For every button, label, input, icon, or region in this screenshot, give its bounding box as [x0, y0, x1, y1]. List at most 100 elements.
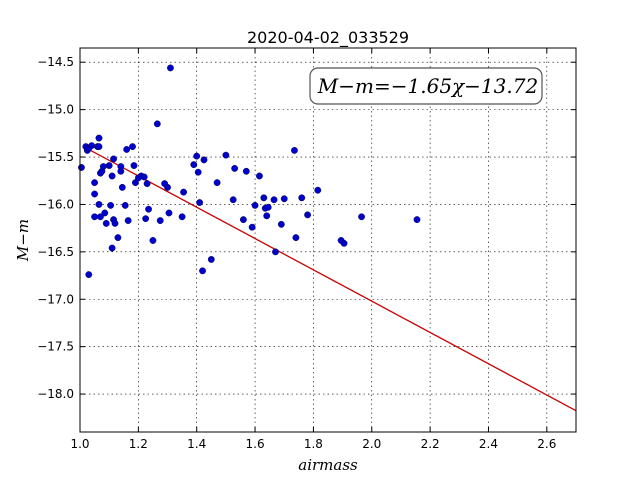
data-point [242, 167, 250, 175]
scatter-points [78, 64, 421, 279]
data-point [153, 120, 161, 128]
data-point [117, 163, 125, 170]
data-point [256, 172, 263, 180]
data-point [110, 155, 117, 163]
data-point [164, 183, 171, 191]
x-tick-label: 2.4 [479, 437, 498, 451]
data-point [314, 186, 322, 194]
x-tick-label: 2.2 [421, 437, 440, 451]
data-point [213, 179, 221, 187]
x-tick-label: 1.8 [304, 437, 323, 451]
data-point [101, 209, 109, 217]
data-point [108, 172, 116, 180]
ticks [79, 48, 576, 432]
data-point [180, 188, 187, 196]
data-point [114, 234, 122, 242]
data-point [291, 146, 298, 154]
data-point [105, 162, 113, 169]
data-point [123, 146, 131, 153]
data-point [165, 209, 173, 217]
data-point [178, 213, 186, 221]
data-point [142, 215, 150, 223]
x-tick-label: 1.4 [187, 437, 206, 451]
data-point [118, 183, 126, 191]
x-axis-label: airmass [298, 456, 358, 474]
data-point [108, 244, 116, 252]
x-tick-label: 2.6 [537, 437, 556, 451]
y-tick-label: −18.0 [37, 387, 74, 401]
x-tick-label: 1.2 [129, 437, 148, 451]
plot-frame [79, 47, 577, 433]
data-point [260, 194, 268, 202]
y-tick-label: −16.5 [37, 245, 74, 259]
data-point [97, 213, 104, 221]
data-point [222, 151, 230, 159]
data-point [292, 234, 300, 242]
data-point [121, 201, 129, 209]
data-point [111, 220, 119, 227]
data-point [130, 162, 138, 169]
data-point [193, 152, 201, 160]
data-point [298, 194, 306, 202]
data-point [85, 271, 93, 279]
x-tick-label: 1.0 [70, 437, 89, 451]
data-point [358, 213, 365, 221]
data-point [196, 199, 204, 206]
data-point [194, 168, 202, 176]
data-point [231, 165, 239, 172]
x-tick-labels: 1.0 1.2 1.4 1.6 1.8 2.0 2.2 2.4 2.6 [70, 437, 556, 451]
data-point [277, 220, 285, 228]
y-tick-label: −15.0 [37, 103, 74, 117]
data-point [264, 203, 272, 211]
data-point [207, 256, 215, 263]
data-point [263, 212, 271, 220]
data-point [91, 179, 98, 187]
x-tick-label: 2.0 [362, 437, 381, 451]
data-point [199, 267, 206, 275]
data-point [95, 201, 103, 208]
data-point [149, 237, 157, 244]
data-point [413, 216, 421, 224]
fit-layer [88, 148, 577, 412]
fit-line [88, 148, 577, 412]
data-point [143, 180, 151, 187]
data-point [340, 239, 348, 247]
y-tick-label: −17.0 [37, 292, 74, 306]
data-point [91, 190, 98, 198]
data-point [200, 156, 208, 164]
data-point [145, 205, 152, 213]
data-point [88, 142, 96, 150]
data-point [99, 163, 107, 170]
data-point [280, 195, 288, 203]
data-point [248, 223, 256, 231]
data-point [91, 213, 98, 221]
data-point [156, 217, 164, 224]
x-tick-label: 1.6 [246, 437, 265, 451]
data-point [229, 196, 237, 204]
data-point [124, 217, 132, 224]
data-point [167, 64, 174, 72]
y-axis-label: M−m [14, 219, 32, 262]
annotation-box [309, 67, 543, 105]
data-point [78, 164, 85, 171]
data-point [270, 196, 278, 204]
chart-title: 2020-04-02_033529 [247, 28, 409, 48]
data-point [107, 201, 115, 209]
fit-equation-annotation: M−m=−1.65χ−13.72 [317, 74, 538, 98]
data-point [102, 220, 110, 227]
data-point [272, 248, 279, 256]
grid [79, 48, 576, 432]
y-tick-label: −16.0 [37, 197, 74, 211]
data-point [95, 143, 103, 151]
y-tick-label: −17.5 [37, 340, 74, 354]
data-point [129, 143, 136, 151]
y-tick-label: −14.5 [37, 55, 74, 69]
data-point [95, 134, 103, 142]
data-point [190, 161, 198, 169]
data-point [251, 201, 259, 209]
y-tick-labels: −14.5 −15.0 −15.5 −16.0 −16.5 −17.0 −17.5 −18.0 [37, 55, 74, 401]
data-point [239, 216, 247, 224]
data-point [304, 211, 311, 219]
data-point [140, 173, 148, 181]
